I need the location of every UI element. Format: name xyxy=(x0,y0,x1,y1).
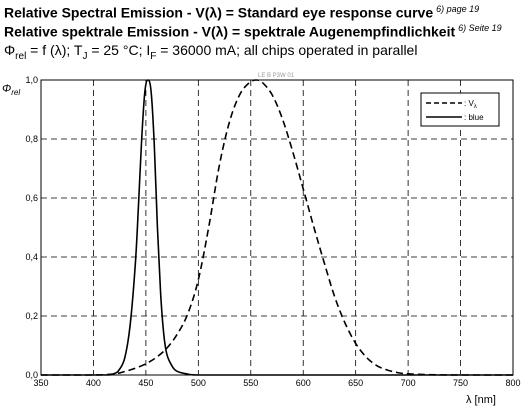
series-line-blue xyxy=(41,79,513,376)
title-line-en: Relative Spectral Emission - V(λ) = Stan… xyxy=(4,4,479,21)
if-sub: F xyxy=(150,50,157,62)
title-de-text: Relative spektrale Emission - V(λ) = spe… xyxy=(4,23,456,40)
x-tick-label: 700 xyxy=(401,378,416,388)
y-tick-label: 0,0 xyxy=(25,370,38,380)
conditions-line: Φrel = f (λ); TJ = 25 °C; IF = 36000 mA;… xyxy=(4,42,417,62)
phi-sub: rel xyxy=(15,50,27,62)
legend-vlambda-sub: λ xyxy=(474,104,477,110)
y-axis-label: Φrel xyxy=(2,83,20,97)
legend-label-vlambda: : Vλ xyxy=(464,99,477,110)
legend-box xyxy=(420,92,500,127)
tj-sub: J xyxy=(82,50,88,62)
y-tick-label: 1,0 xyxy=(25,75,38,85)
y-tick-label: 0,6 xyxy=(25,193,38,203)
watermark-code: LE B P3W 01 xyxy=(258,73,295,79)
phi-symbol: Φ xyxy=(4,42,16,58)
y-tick-label: 0,2 xyxy=(25,311,38,321)
x-tick-label: 600 xyxy=(296,378,311,388)
x-tick-label: 550 xyxy=(243,378,258,388)
x-tick-label: 650 xyxy=(348,378,363,388)
y-axis-label-main: Φ xyxy=(2,83,11,95)
legend: : Vλ : blue xyxy=(420,92,500,127)
title-line-de: Relative spektrale Emission - V(λ) = spe… xyxy=(4,23,502,40)
legend-label-blue: : blue xyxy=(464,113,484,122)
grid-lines xyxy=(41,80,513,375)
legend-vlambda-main: : V xyxy=(464,99,474,108)
x-tick-label: 800 xyxy=(505,378,520,388)
conditions-c: = 36000 mA; all chips operated in parall… xyxy=(156,42,418,58)
series-lines xyxy=(41,79,513,376)
x-axis-label: λ [nm] xyxy=(466,394,496,406)
conditions-a: = f (λ); T xyxy=(26,42,83,58)
series-line-vlambda xyxy=(41,79,513,376)
x-tick-label: 500 xyxy=(191,378,206,388)
title-de-ref: 6) Seite 19 xyxy=(458,23,502,33)
x-tick-label: 400 xyxy=(86,378,101,388)
conditions-b: = 25 °C; I xyxy=(87,42,151,58)
title-en-text: Relative Spectral Emission - V(λ) = Stan… xyxy=(4,4,434,21)
x-tick-label: 450 xyxy=(138,378,153,388)
x-tick-label: 350 xyxy=(33,378,48,388)
y-axis-label-sub: rel xyxy=(11,88,20,97)
y-tick-label: 0,8 xyxy=(25,134,38,144)
title-en-ref: 6) page 19 xyxy=(436,4,480,14)
x-tick-label: 750 xyxy=(453,378,468,388)
axis-ticks: 350 400 450 500 550 600 650 700 750 800 0,0 0,2 0,4 0… xyxy=(25,75,520,388)
y-tick-label: 0,4 xyxy=(25,252,38,262)
